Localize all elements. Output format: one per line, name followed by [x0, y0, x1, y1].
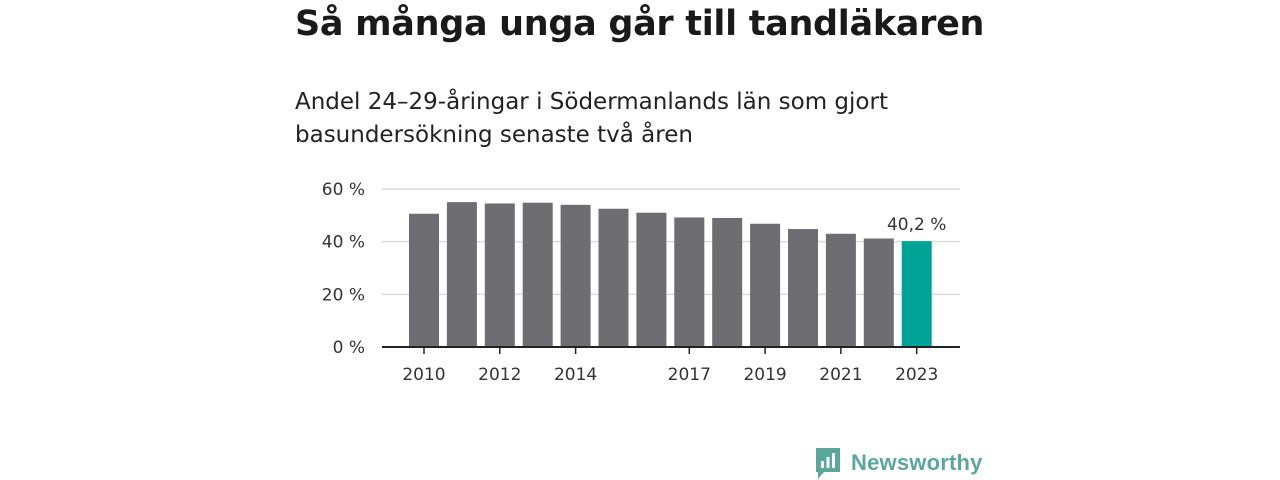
bar [901, 241, 932, 347]
bar [598, 208, 629, 347]
x-tick-label: 2019 [743, 365, 786, 385]
chart-title: Så många unga går till tandläkaren [295, 4, 985, 44]
bar [825, 233, 856, 347]
bar [446, 202, 477, 347]
bar [636, 212, 667, 347]
bar [409, 213, 439, 347]
data-label: 40,2 % [887, 215, 946, 235]
x-tick-label: 2017 [668, 365, 711, 385]
bar [863, 238, 894, 347]
y-tick-label: 0 % [333, 338, 365, 358]
bar [484, 203, 515, 347]
x-tick-label: 2012 [478, 365, 521, 385]
bar [712, 217, 743, 347]
x-tick-label: 2010 [402, 365, 445, 385]
y-tick-label: 40 % [322, 233, 365, 253]
chart-subtitle: Andel 24–29-åringar i Södermanlands län … [295, 89, 888, 148]
bar [560, 204, 591, 347]
newsworthy-logo-icon [816, 448, 840, 479]
bar [522, 202, 553, 347]
y-tick-label: 60 % [322, 180, 365, 200]
bar [750, 223, 781, 347]
x-tick-label: 2023 [895, 365, 938, 385]
x-tick-label: 2021 [819, 365, 862, 385]
brand-name: Newsworthy [851, 450, 983, 475]
bar [674, 217, 705, 347]
newsworthy-brand: Newsworthy [814, 446, 983, 480]
x-tick-label: 2014 [554, 365, 597, 385]
y-tick-label: 20 % [322, 285, 365, 305]
bar [788, 229, 818, 347]
